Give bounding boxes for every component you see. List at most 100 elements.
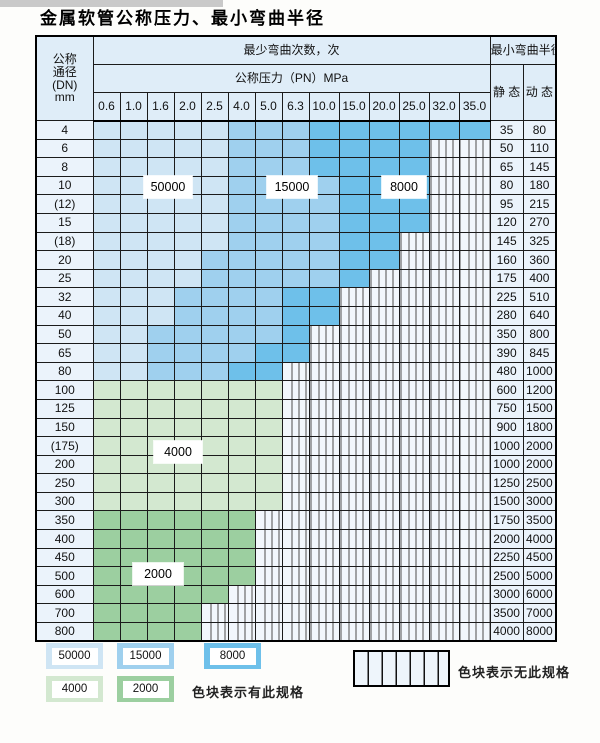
cycle-label-4000: 4000 xyxy=(154,441,202,463)
pressure-tick: 32.0 xyxy=(428,91,460,122)
spec-cell-d xyxy=(368,157,400,177)
legend-swatch-8000: 8000 xyxy=(204,643,261,669)
spec-cell-h xyxy=(338,380,370,400)
spec-cell-l xyxy=(92,157,121,177)
spec-cell-h xyxy=(368,380,400,400)
spec-cell-m xyxy=(254,250,283,270)
spec-cell-e xyxy=(92,603,121,624)
spec-cell-h xyxy=(428,510,460,531)
spec-cell-h xyxy=(458,584,491,605)
spec-cell-g xyxy=(254,417,283,438)
legend-swatch-4000: 4000 xyxy=(46,676,103,702)
spec-cell-m xyxy=(200,305,229,326)
spec-cell-e xyxy=(200,510,229,531)
spec-cell-h xyxy=(254,547,283,568)
spec-cell-l xyxy=(173,250,202,270)
table-row-dn-300: 300 1500 3000 xyxy=(35,491,557,512)
spec-cell-g xyxy=(254,380,283,400)
spec-cell-h xyxy=(281,529,310,549)
spec-cell-h xyxy=(398,510,430,531)
table-row-dn-175: (175) 1000 2000 xyxy=(35,436,557,456)
spec-cell-h xyxy=(398,380,430,400)
spec-cell-h xyxy=(368,491,400,512)
spec-cell-g xyxy=(254,398,283,419)
dn-cell: 450 xyxy=(35,547,94,568)
spec-cell-h xyxy=(428,529,460,549)
spec-cell-e xyxy=(92,566,121,586)
pressure-tick: 4.0 xyxy=(227,91,256,122)
spec-cell-m xyxy=(146,361,175,382)
dynamic-radius-header: 动 态 xyxy=(522,63,557,121)
dynamic-radius-value: 1500 xyxy=(522,398,557,419)
static-radius-value: 1750 xyxy=(489,510,524,531)
dn-cell: 600 xyxy=(35,584,94,605)
spec-cell-d xyxy=(398,212,430,233)
table-row-dn-6: 6 50 110 xyxy=(35,138,557,159)
dynamic-radius-value: 270 xyxy=(522,212,557,233)
spec-cell-h xyxy=(428,361,460,382)
spec-cell-e xyxy=(227,566,256,586)
spec-cell-h xyxy=(308,491,340,512)
dn-cell: (175) xyxy=(35,436,94,456)
spec-cell-g xyxy=(146,398,175,419)
spec-cell-h xyxy=(308,603,340,624)
spec-cell-h xyxy=(458,268,491,289)
spec-cell-l xyxy=(92,287,121,307)
spec-cell-h xyxy=(368,417,400,438)
spec-cell-h xyxy=(338,305,370,326)
spec-cell-m xyxy=(281,212,310,233)
spec-cell-h xyxy=(308,398,340,419)
dn-cell: 800 xyxy=(35,622,94,642)
spec-cell-h xyxy=(338,566,370,586)
spec-cell-l xyxy=(119,324,148,345)
spec-cell-m xyxy=(227,138,256,159)
spec-cell-g xyxy=(119,417,148,438)
dynamic-radius-value: 800 xyxy=(522,324,557,345)
spec-cell-h xyxy=(458,175,491,196)
page-title: 金属软管公称压力、最小弯曲半径 xyxy=(40,9,325,29)
spec-cell-h xyxy=(308,622,340,642)
spec-cell-h xyxy=(254,603,283,624)
dn-cell: 20 xyxy=(35,250,94,270)
static-radius-value: 350 xyxy=(489,324,524,345)
spec-cell-m xyxy=(254,324,283,345)
dn-cell: 200 xyxy=(35,454,94,475)
pressure-tick: 2.0 xyxy=(173,91,202,122)
spec-cell-e xyxy=(92,547,121,568)
spec-cell-l xyxy=(146,250,175,270)
spec-cell-m xyxy=(200,361,229,382)
pressure-tick: 6.3 xyxy=(281,91,310,122)
spec-cell-e xyxy=(173,603,202,624)
spec-cell-h xyxy=(428,212,460,233)
spec-cell-g xyxy=(227,473,256,493)
spec-cell-l xyxy=(92,212,121,233)
spec-cell-l xyxy=(200,212,229,233)
spec-cell-l xyxy=(146,157,175,177)
spec-cell-h xyxy=(368,622,400,642)
spec-cell-h xyxy=(398,547,430,568)
spec-cell-h xyxy=(398,250,430,270)
spec-cell-g xyxy=(227,436,256,456)
spec-cell-e xyxy=(92,622,121,642)
static-radius-value: 120 xyxy=(489,212,524,233)
spec-cell-h xyxy=(458,510,491,531)
table-row-dn-8: 8 65 145 xyxy=(35,157,557,177)
spec-cell-h xyxy=(281,584,310,605)
spec-cell-g xyxy=(92,380,121,400)
spec-cell-m xyxy=(173,324,202,345)
spec-cell-h xyxy=(428,250,460,270)
spec-cell-h xyxy=(368,305,400,326)
spec-cell-h xyxy=(308,566,340,586)
static-radius-value: 2000 xyxy=(489,529,524,549)
static-radius-value: 50 xyxy=(489,138,524,159)
spec-cell-h xyxy=(227,603,256,624)
spec-cell-g xyxy=(200,454,229,475)
spec-cell-h xyxy=(308,361,340,382)
spec-cell-h xyxy=(281,454,310,475)
spec-cell-d xyxy=(368,231,400,252)
table-row-dn-32: 32 225 510 xyxy=(35,287,557,307)
spec-cell-h xyxy=(308,436,340,456)
spec-cell-h xyxy=(281,398,310,419)
spec-cell-g xyxy=(254,473,283,493)
spec-cell-l xyxy=(119,287,148,307)
